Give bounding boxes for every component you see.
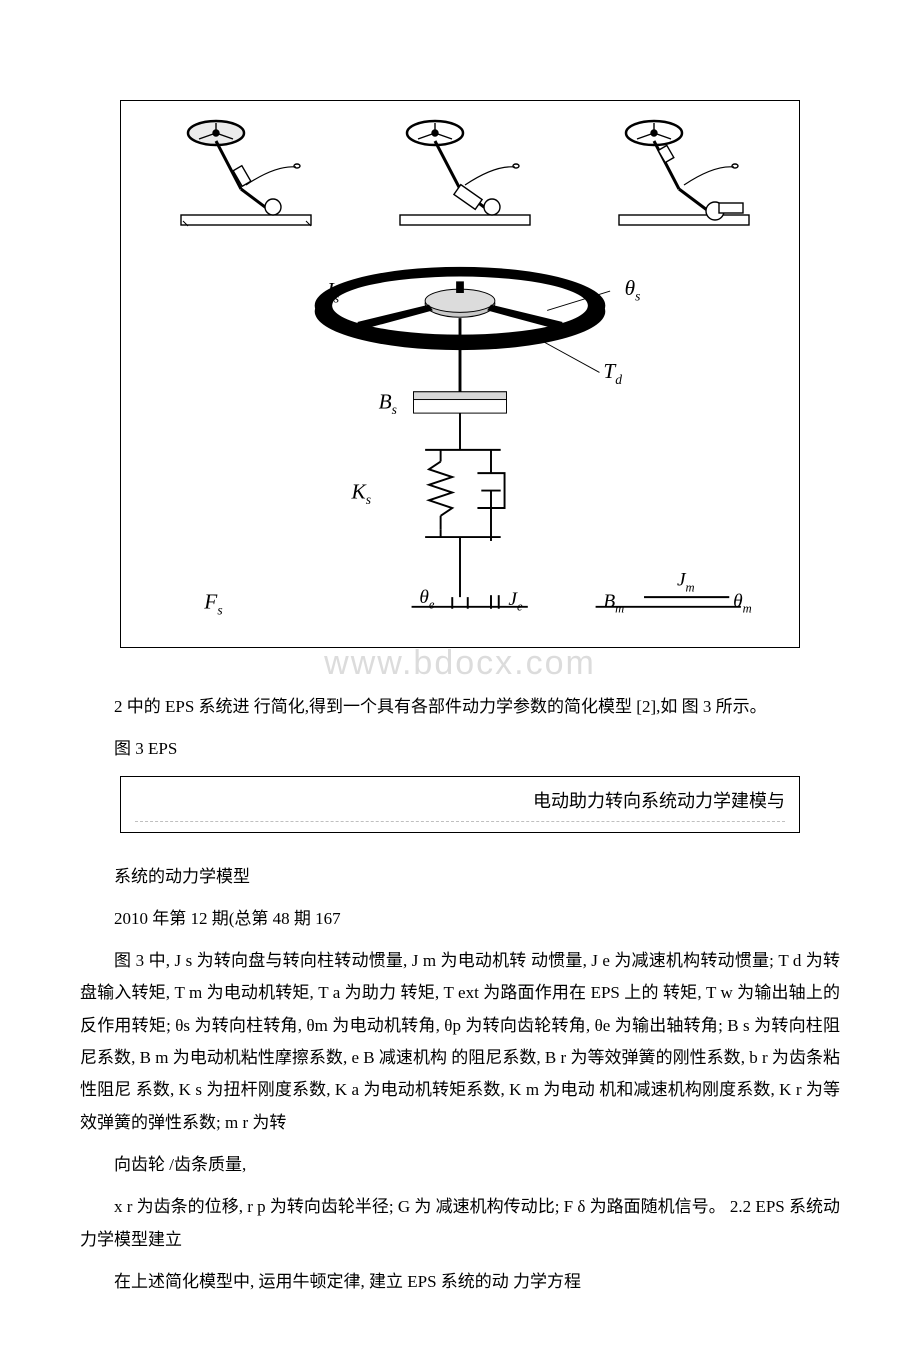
para-xr: x r 为齿条的位移, r p 为转向齿轮半径; G 为 减速机构传动比; F …: [80, 1191, 840, 1256]
steering-assemblies-row: [121, 101, 799, 252]
label-Fs: Fs: [203, 590, 222, 618]
figure-2-3-box: Js θs Td Bs Ks Fs θe Je Bm Jm θm: [120, 100, 800, 648]
label-theta-m: θm: [733, 591, 752, 616]
title-strip-text: 电动助力转向系统动力学建模与: [135, 787, 785, 822]
label-Bm: Bm: [603, 591, 624, 616]
torsion-spring: [429, 450, 452, 529]
para-symbols: 图 3 中, J s 为转向盘与转向柱转动惯量, J m 为电动机转 动惯量, …: [80, 945, 840, 1139]
caption-fig3: 图 3 EPS: [80, 733, 840, 765]
steering-assembly-1: [161, 111, 321, 241]
damper: [477, 450, 504, 541]
label-Js: Js: [324, 278, 339, 306]
watermark: www.bdocx.com: [80, 644, 840, 683]
para-model-title: 系统的动力学模型: [80, 861, 840, 893]
label-Jm: Jm: [677, 570, 695, 595]
label-Td: Td: [603, 359, 622, 387]
label-theta-s: θs: [625, 276, 641, 304]
label-theta-e: θe: [419, 587, 435, 612]
label-Ks: Ks: [351, 479, 372, 507]
para-newton: 在上述简化模型中, 运用牛顿定律, 建立 EPS 系统的动 力学方程: [80, 1266, 840, 1298]
label-Je: Je: [508, 589, 523, 614]
para-after-figure: 2 中的 EPS 系统进 行简化,得到一个具有各部件动力学参数的简化模型 [2]…: [80, 691, 840, 723]
column-mass: [414, 392, 507, 413]
steering-assembly-2: [380, 111, 540, 241]
title-strip-box: 电动助力转向系统动力学建模与: [120, 776, 800, 833]
para-issue: 2010 年第 12 期(总第 48 期 167: [80, 903, 840, 935]
para-gear: 向齿轮 /齿条质量,: [80, 1149, 840, 1181]
eps-schematic-diagram: Js θs Td Bs Ks Fs θe Je Bm Jm θm: [121, 252, 799, 642]
steering-assembly-3: [599, 111, 759, 241]
label-Bs: Bs: [379, 389, 397, 417]
